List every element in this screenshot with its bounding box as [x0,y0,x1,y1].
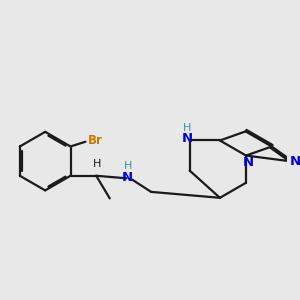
Text: H: H [93,159,101,169]
Text: N: N [122,171,133,184]
Text: N: N [243,156,254,169]
Text: H: H [183,122,191,133]
Text: N: N [182,132,193,146]
Text: Br: Br [88,134,103,147]
Text: N: N [290,155,300,168]
Text: H: H [123,161,132,171]
